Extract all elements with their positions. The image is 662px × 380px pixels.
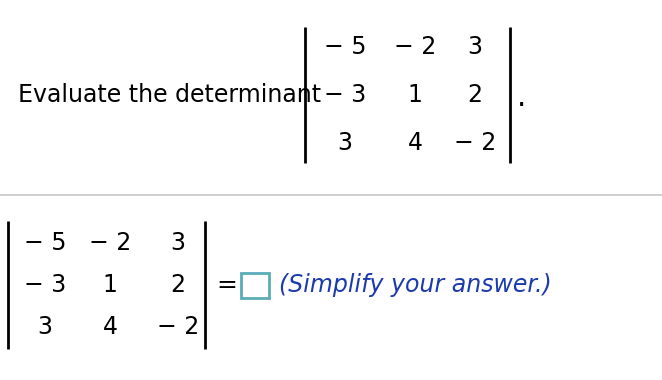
- Text: − 3: − 3: [24, 273, 66, 297]
- Text: 2: 2: [467, 83, 483, 107]
- Bar: [241, 272, 269, 298]
- Text: − 2: − 2: [454, 131, 496, 155]
- Text: 3: 3: [38, 315, 52, 339]
- Text: 3: 3: [338, 131, 352, 155]
- Text: 1: 1: [103, 273, 117, 297]
- Text: 4: 4: [103, 315, 117, 339]
- Text: 1: 1: [408, 83, 422, 107]
- Text: =: =: [216, 273, 238, 297]
- Text: 3: 3: [171, 231, 185, 255]
- Text: .: .: [517, 84, 526, 112]
- Text: 3: 3: [467, 35, 483, 59]
- Text: (Simplify your answer.): (Simplify your answer.): [279, 273, 551, 297]
- Text: − 2: − 2: [394, 35, 436, 59]
- Text: 2: 2: [171, 273, 185, 297]
- Text: − 2: − 2: [157, 315, 199, 339]
- Text: Evaluate the determinant: Evaluate the determinant: [18, 83, 321, 107]
- Text: − 5: − 5: [24, 231, 66, 255]
- Text: − 3: − 3: [324, 83, 366, 107]
- Text: 4: 4: [408, 131, 422, 155]
- Text: − 5: − 5: [324, 35, 366, 59]
- Text: − 2: − 2: [89, 231, 131, 255]
